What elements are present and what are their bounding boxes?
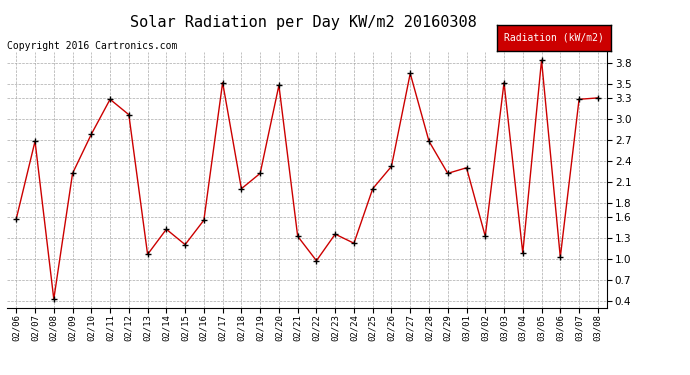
Text: Copyright 2016 Cartronics.com: Copyright 2016 Cartronics.com: [7, 41, 177, 51]
Text: Radiation (kW/m2): Radiation (kW/m2): [504, 33, 604, 43]
Text: Solar Radiation per Day KW/m2 20160308: Solar Radiation per Day KW/m2 20160308: [130, 15, 477, 30]
